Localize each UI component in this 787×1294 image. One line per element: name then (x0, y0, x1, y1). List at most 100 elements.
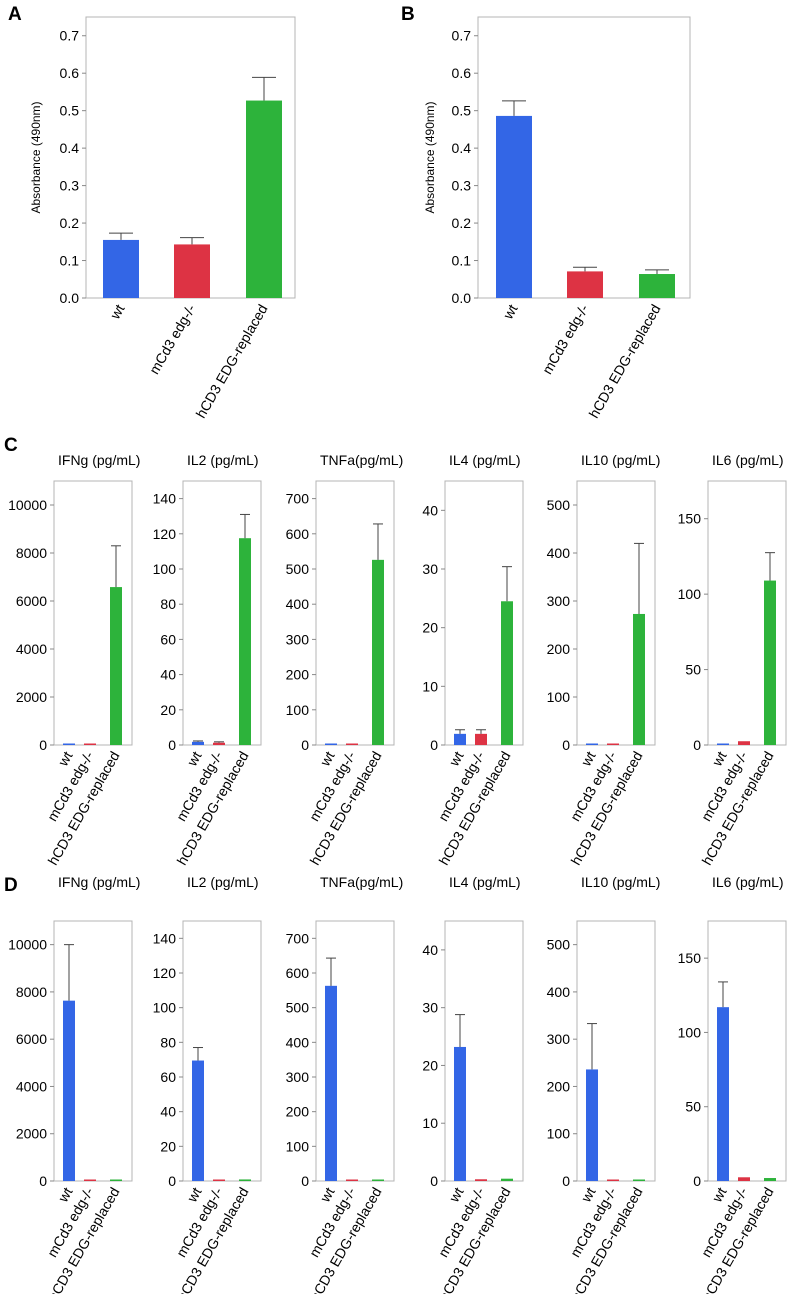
y-tick-label: 120 (153, 965, 177, 981)
y-tick-label: 600 (286, 526, 310, 542)
x-tick-label: hCD3 EDG-replaced (193, 302, 271, 421)
y-tick-label: 2000 (16, 689, 47, 705)
y-tick-label: 600 (286, 965, 310, 981)
bar-wt (192, 1060, 204, 1181)
y-axis-label: Absorbance (490nm) (423, 101, 437, 213)
bar-hcd3-edg-replaced (239, 1179, 251, 1181)
y-tick-label: 400 (547, 545, 571, 561)
y-tick-label: 50 (685, 1099, 701, 1115)
bar-mcd3-edg (607, 1179, 619, 1181)
x-tick-label: wt (316, 748, 337, 769)
chart-title: IL2 (pg/mL) (187, 874, 259, 890)
x-tick-label: wt (316, 1184, 337, 1205)
y-tick-label: 500 (547, 937, 571, 953)
y-tick-label: 0 (693, 1173, 701, 1189)
x-tick-label: wt (708, 1184, 729, 1205)
y-tick-label: 20 (422, 1057, 438, 1073)
y-tick-label: 10 (422, 1115, 438, 1131)
y-tick-label: 400 (547, 984, 571, 1000)
y-tick-label: 0.7 (60, 28, 80, 44)
chart-a: Absorbance (490nm) 0.0 0.1 0.2 0.3 0.4 0.5 0.6 0… (29, 16, 296, 421)
bar-mcd3-edg (346, 743, 358, 745)
y-tick-label: 0.7 (452, 28, 472, 44)
bar-mcd3-edg (213, 1179, 225, 1181)
y-tick-label: 200 (547, 641, 571, 657)
y-tick-label: 300 (547, 593, 571, 609)
bar-hcd3-edg-replaced (501, 601, 513, 745)
y-tick-label: 30 (422, 561, 438, 577)
y-tick-label: 140 (153, 491, 177, 507)
bar-hcd3-edg-replaced (372, 1179, 384, 1181)
bar-wt (586, 1069, 598, 1181)
y-tick-label: 700 (286, 930, 310, 946)
x-tick-label: wt (577, 748, 598, 769)
x-tick-label: wt (183, 748, 204, 769)
y-tick-label: 500 (547, 497, 571, 513)
x-tick-label: wt (708, 748, 729, 769)
y-tick-label: 10000 (8, 937, 47, 953)
bar-wt (454, 733, 466, 745)
bar-wt (496, 115, 532, 298)
y-tick-label: 80 (160, 596, 176, 612)
y-tick-label: 0.0 (60, 290, 80, 306)
y-tick-label: 0.3 (452, 178, 472, 194)
chart-title: IL10 (pg/mL) (581, 452, 660, 468)
bar-wt (717, 743, 729, 745)
chart-c3: TNFa(pg/mL)0100200300400500600700wtmCd3 … (286, 452, 404, 868)
y-tick-label: 0.2 (60, 215, 80, 231)
bar-mcd3-edg (475, 1179, 487, 1181)
chart-b: Absorbance (490nm) 0.0 0.1 0.2 0.3 0.4 0.5 0.6 0… (423, 16, 691, 421)
y-tick-label: 0.3 (60, 178, 80, 194)
bar-hcd3-edg-replaced (764, 580, 776, 745)
chart-title: IFNg (pg/mL) (58, 452, 140, 468)
y-tick-label: 0.2 (452, 215, 472, 231)
y-tick-label: 0.1 (452, 253, 472, 269)
y-tick-label: 0.4 (60, 140, 80, 156)
y-tick-label: 50 (685, 662, 701, 678)
y-tick-label: 0 (430, 737, 438, 753)
y-tick-label: 6000 (16, 593, 47, 609)
chart-title: IL10 (pg/mL) (581, 874, 660, 890)
bar-hcd3-edg-replaced (764, 1178, 776, 1181)
y-tick-label: 0.5 (60, 103, 80, 119)
y-tick-label: 10000 (8, 497, 47, 513)
y-tick-label: 150 (678, 511, 702, 527)
y-tick-label: 80 (160, 1034, 176, 1050)
y-tick-label: 8000 (16, 545, 47, 561)
x-tick-label: wt (183, 1184, 204, 1205)
chart-title: IL4 (pg/mL) (449, 874, 521, 890)
chart-title: TNFa(pg/mL) (320, 452, 403, 468)
y-tick-label: 700 (286, 491, 310, 507)
x-tick-label: wt (445, 1184, 466, 1205)
x-tick-label: wt (54, 748, 75, 769)
y-axis-label: Absorbance (490nm) (29, 101, 43, 213)
y-tick-label: 100 (153, 561, 177, 577)
y-tick-label: 100 (678, 586, 702, 602)
y-tick-label: 40 (160, 667, 176, 683)
y-tick-label: 0 (301, 737, 309, 753)
y-tick-label: 150 (678, 950, 702, 966)
bar-wt (586, 743, 598, 745)
bar-wt (454, 1046, 466, 1181)
bar-hcd3-edg-replaced (110, 1179, 122, 1181)
panel-letter-d: D (4, 875, 18, 896)
bar-hcd3-edg-replaced (246, 100, 282, 299)
x-tick-label: mCd3 edg-/- (539, 301, 592, 377)
x-tick-label: wt (54, 1184, 75, 1205)
y-tick-label: 0 (693, 737, 701, 753)
y-tick-label: 300 (286, 1069, 310, 1085)
y-tick-label: 8000 (16, 984, 47, 1000)
y-tick-label: 0.6 (452, 65, 472, 81)
y-tick-label: 200 (286, 667, 310, 683)
bar-wt (63, 743, 75, 745)
bar-mcd3-edg (475, 733, 487, 745)
panel-letter-c: C (4, 435, 18, 456)
bar-hcd3-edg-replaced (372, 559, 384, 745)
y-tick-label: 300 (547, 1031, 571, 1047)
y-tick-label: 0.6 (60, 65, 80, 81)
y-tick-label: 0 (430, 1173, 438, 1189)
chart-title: IL6 (pg/mL) (712, 874, 784, 890)
